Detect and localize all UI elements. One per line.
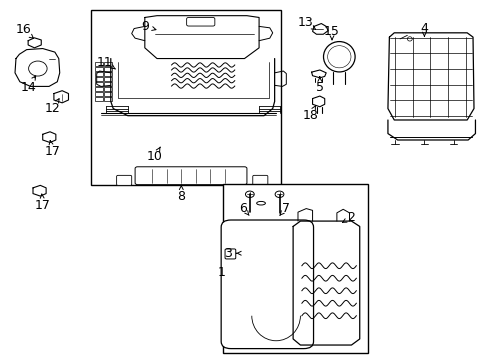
FancyBboxPatch shape — [135, 167, 246, 185]
Bar — [104, 92, 112, 96]
FancyBboxPatch shape — [116, 175, 131, 185]
Bar — [95, 82, 103, 86]
Text: 7: 7 — [281, 202, 289, 215]
Text: 1: 1 — [217, 266, 225, 279]
Text: 14: 14 — [20, 81, 36, 94]
Text: 10: 10 — [146, 150, 162, 163]
Bar — [95, 77, 103, 81]
Bar — [104, 82, 112, 86]
Bar — [104, 87, 112, 91]
Text: 17: 17 — [35, 198, 51, 212]
FancyBboxPatch shape — [252, 175, 267, 185]
Text: 5: 5 — [315, 81, 323, 94]
Ellipse shape — [275, 191, 284, 198]
Bar — [104, 67, 112, 71]
Bar — [95, 87, 103, 91]
Bar — [95, 97, 103, 102]
Text: 8: 8 — [177, 190, 185, 203]
Text: 4: 4 — [420, 22, 427, 35]
Ellipse shape — [29, 61, 47, 76]
Ellipse shape — [245, 191, 254, 198]
Bar — [91, 10, 281, 185]
FancyBboxPatch shape — [224, 249, 235, 259]
Ellipse shape — [256, 202, 265, 205]
Text: 18: 18 — [302, 109, 317, 122]
FancyBboxPatch shape — [186, 18, 214, 26]
Bar — [104, 62, 112, 66]
Bar — [104, 77, 112, 81]
Text: 6: 6 — [239, 202, 247, 215]
Bar — [222, 184, 368, 353]
Text: 3: 3 — [224, 247, 232, 260]
Text: 11: 11 — [97, 55, 113, 69]
Text: 17: 17 — [44, 145, 60, 158]
Ellipse shape — [407, 37, 411, 41]
Bar — [95, 72, 103, 76]
FancyBboxPatch shape — [221, 220, 313, 348]
Bar — [104, 97, 112, 102]
Ellipse shape — [323, 41, 354, 72]
Bar — [95, 62, 103, 66]
Bar — [95, 67, 103, 71]
Text: 12: 12 — [44, 102, 60, 115]
Text: 9: 9 — [141, 20, 148, 33]
Bar — [104, 72, 112, 76]
Text: 2: 2 — [347, 211, 355, 224]
Text: 15: 15 — [324, 25, 339, 38]
Text: 13: 13 — [297, 16, 312, 29]
Text: 16: 16 — [15, 23, 31, 36]
Bar — [95, 92, 103, 96]
